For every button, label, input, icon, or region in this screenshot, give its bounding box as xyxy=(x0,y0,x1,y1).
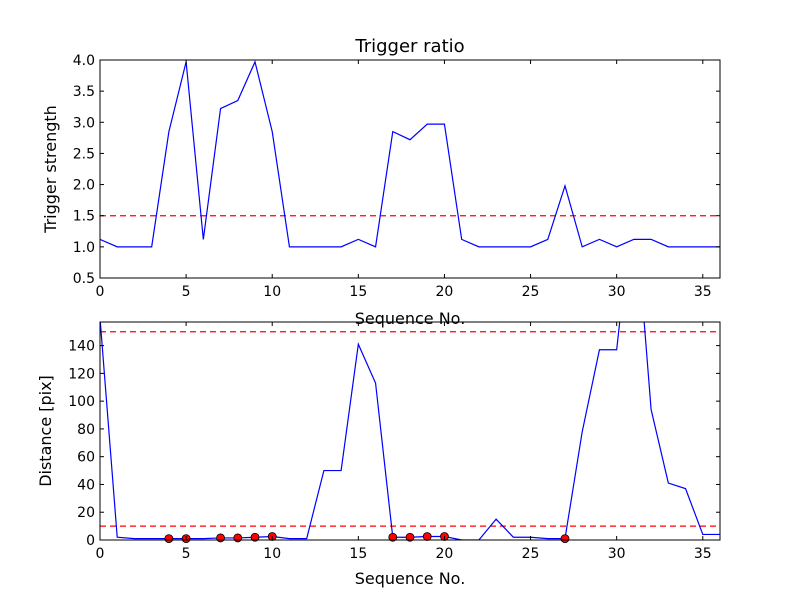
bottom-chart-xtick-label: 10 xyxy=(263,546,281,562)
bottom-chart-xtick-label: 20 xyxy=(436,546,454,562)
bottom-chart-xtick-label: 5 xyxy=(182,546,191,562)
bottom-chart-ytick-label: 140 xyxy=(68,339,95,355)
bottom-chart-ytick-label: 0 xyxy=(86,533,95,549)
top-chart-xtick-label: 35 xyxy=(694,284,712,300)
bottom-chart-marker-point xyxy=(216,533,225,543)
top-chart-xtick-label: 30 xyxy=(608,284,626,300)
bottom-chart-ytick-label: 100 xyxy=(68,394,95,410)
top-chart-plot: 0 5 10 15 20 25 30 35 0.5 1.0 1.5 2.0 2.5 3.0 3.5 4.0 xyxy=(73,53,721,300)
bottom-chart-ytick-label: 80 xyxy=(77,422,95,438)
bottom-chart-marker-point xyxy=(560,534,570,544)
bottom-chart-ylabel: Distance [pix] xyxy=(36,375,55,487)
top-chart-ytick-label: 2.0 xyxy=(73,178,95,194)
bottom-chart-marker-point xyxy=(422,532,432,541)
top-chart-ytick-label: 3.5 xyxy=(73,84,95,100)
bottom-chart-frame xyxy=(99,321,721,541)
top-chart-ytick-label: 0.5 xyxy=(73,271,95,287)
bottom-chart-marker-point xyxy=(405,532,415,542)
bottom-chart-xlabel: Sequence No. xyxy=(355,569,466,588)
bottom-chart-xtick-label: 15 xyxy=(349,546,367,562)
bottom-chart-marker-point xyxy=(164,534,174,544)
top-chart-ytick-label: 1.0 xyxy=(73,240,95,256)
top-chart-title: Trigger ratio xyxy=(354,36,464,57)
top-chart-xtick-label: 10 xyxy=(263,284,281,300)
bottom-chart-xtick-label: 30 xyxy=(608,546,626,562)
bottom-chart-xtick-label: 25 xyxy=(522,546,540,562)
bottom-chart-ytick-label: 40 xyxy=(77,477,95,493)
top-chart-xtick-label: 25 xyxy=(522,284,540,300)
top-chart-ylabel: Trigger strength xyxy=(41,105,60,234)
bottom-chart-marker-point xyxy=(233,533,243,543)
top-chart-xtick-label: 0 xyxy=(96,284,105,300)
top-chart-xtick-label: 5 xyxy=(182,284,191,300)
bottom-chart-marker-point xyxy=(250,532,260,542)
bottom-chart-ytick-label: 20 xyxy=(77,505,95,521)
top-chart-xtick-label: 15 xyxy=(349,284,367,300)
top-chart-xlabel: Sequence No. xyxy=(355,309,466,328)
top-chart-ytick-label: 2.5 xyxy=(73,146,95,162)
bottom-chart-marker-point xyxy=(388,532,398,542)
bottom-chart-plot: 0 5 10 15 20 25 30 35 0 20 40 60 80 100 120 140 xyxy=(68,321,721,562)
top-chart-xtick-label: 20 xyxy=(436,284,454,300)
top-chart-ytick-label: 3.0 xyxy=(73,115,95,131)
top-chart-ytick-label: 4.0 xyxy=(73,53,95,69)
top-chart-series-line-0 xyxy=(100,60,720,248)
bottom-chart-ytick-label: 120 xyxy=(68,366,95,382)
bottom-chart-ytick-label: 60 xyxy=(77,450,95,466)
top-chart-frame xyxy=(99,59,721,279)
bottom-chart-xtick-label: 35 xyxy=(694,546,712,562)
bottom-chart-xtick-label: 0 xyxy=(96,546,105,562)
top-chart-ytick-label: 1.5 xyxy=(73,209,95,225)
